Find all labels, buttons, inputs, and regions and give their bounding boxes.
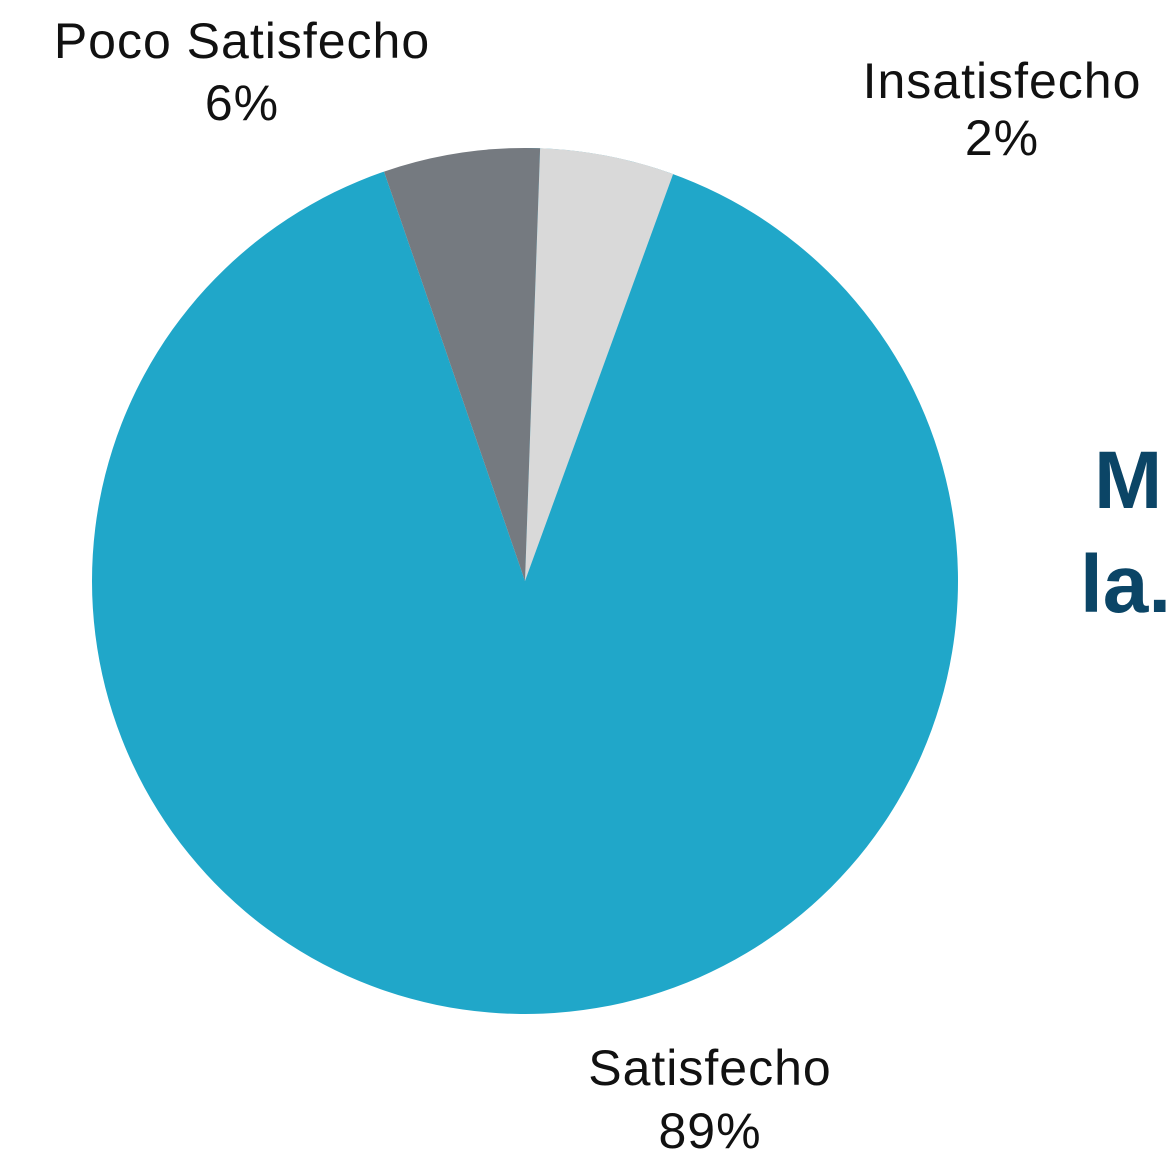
slice-label-insatisfecho: Insatisfecho: [863, 53, 1142, 109]
slice-value-label-insatisfecho: 2%: [965, 110, 1039, 166]
pie-slice-poco-satisfecho: [384, 147, 541, 581]
slice-label-poco-satisfecho: Poco Satisfecho: [54, 13, 430, 69]
pie-labels: Satisfecho 89% Poco Satisfecho 6% Insatisfec…: [54, 13, 1142, 1151]
slice-label-satisfecho: Satisfecho: [588, 1040, 831, 1096]
pie-slices: [91, 147, 958, 1015]
heading-line-1: M: [1094, 435, 1162, 526]
heading-fragment: M la.: [1080, 435, 1171, 630]
slice-value-label-poco-satisfecho: 6%: [205, 75, 279, 131]
heading-line-2: la.: [1080, 539, 1171, 630]
pie-slice-insatisfecho: [525, 148, 674, 581]
pie-slice-satisfecho: [91, 148, 958, 1015]
slice-value-label-satisfecho: 89%: [658, 1103, 761, 1151]
